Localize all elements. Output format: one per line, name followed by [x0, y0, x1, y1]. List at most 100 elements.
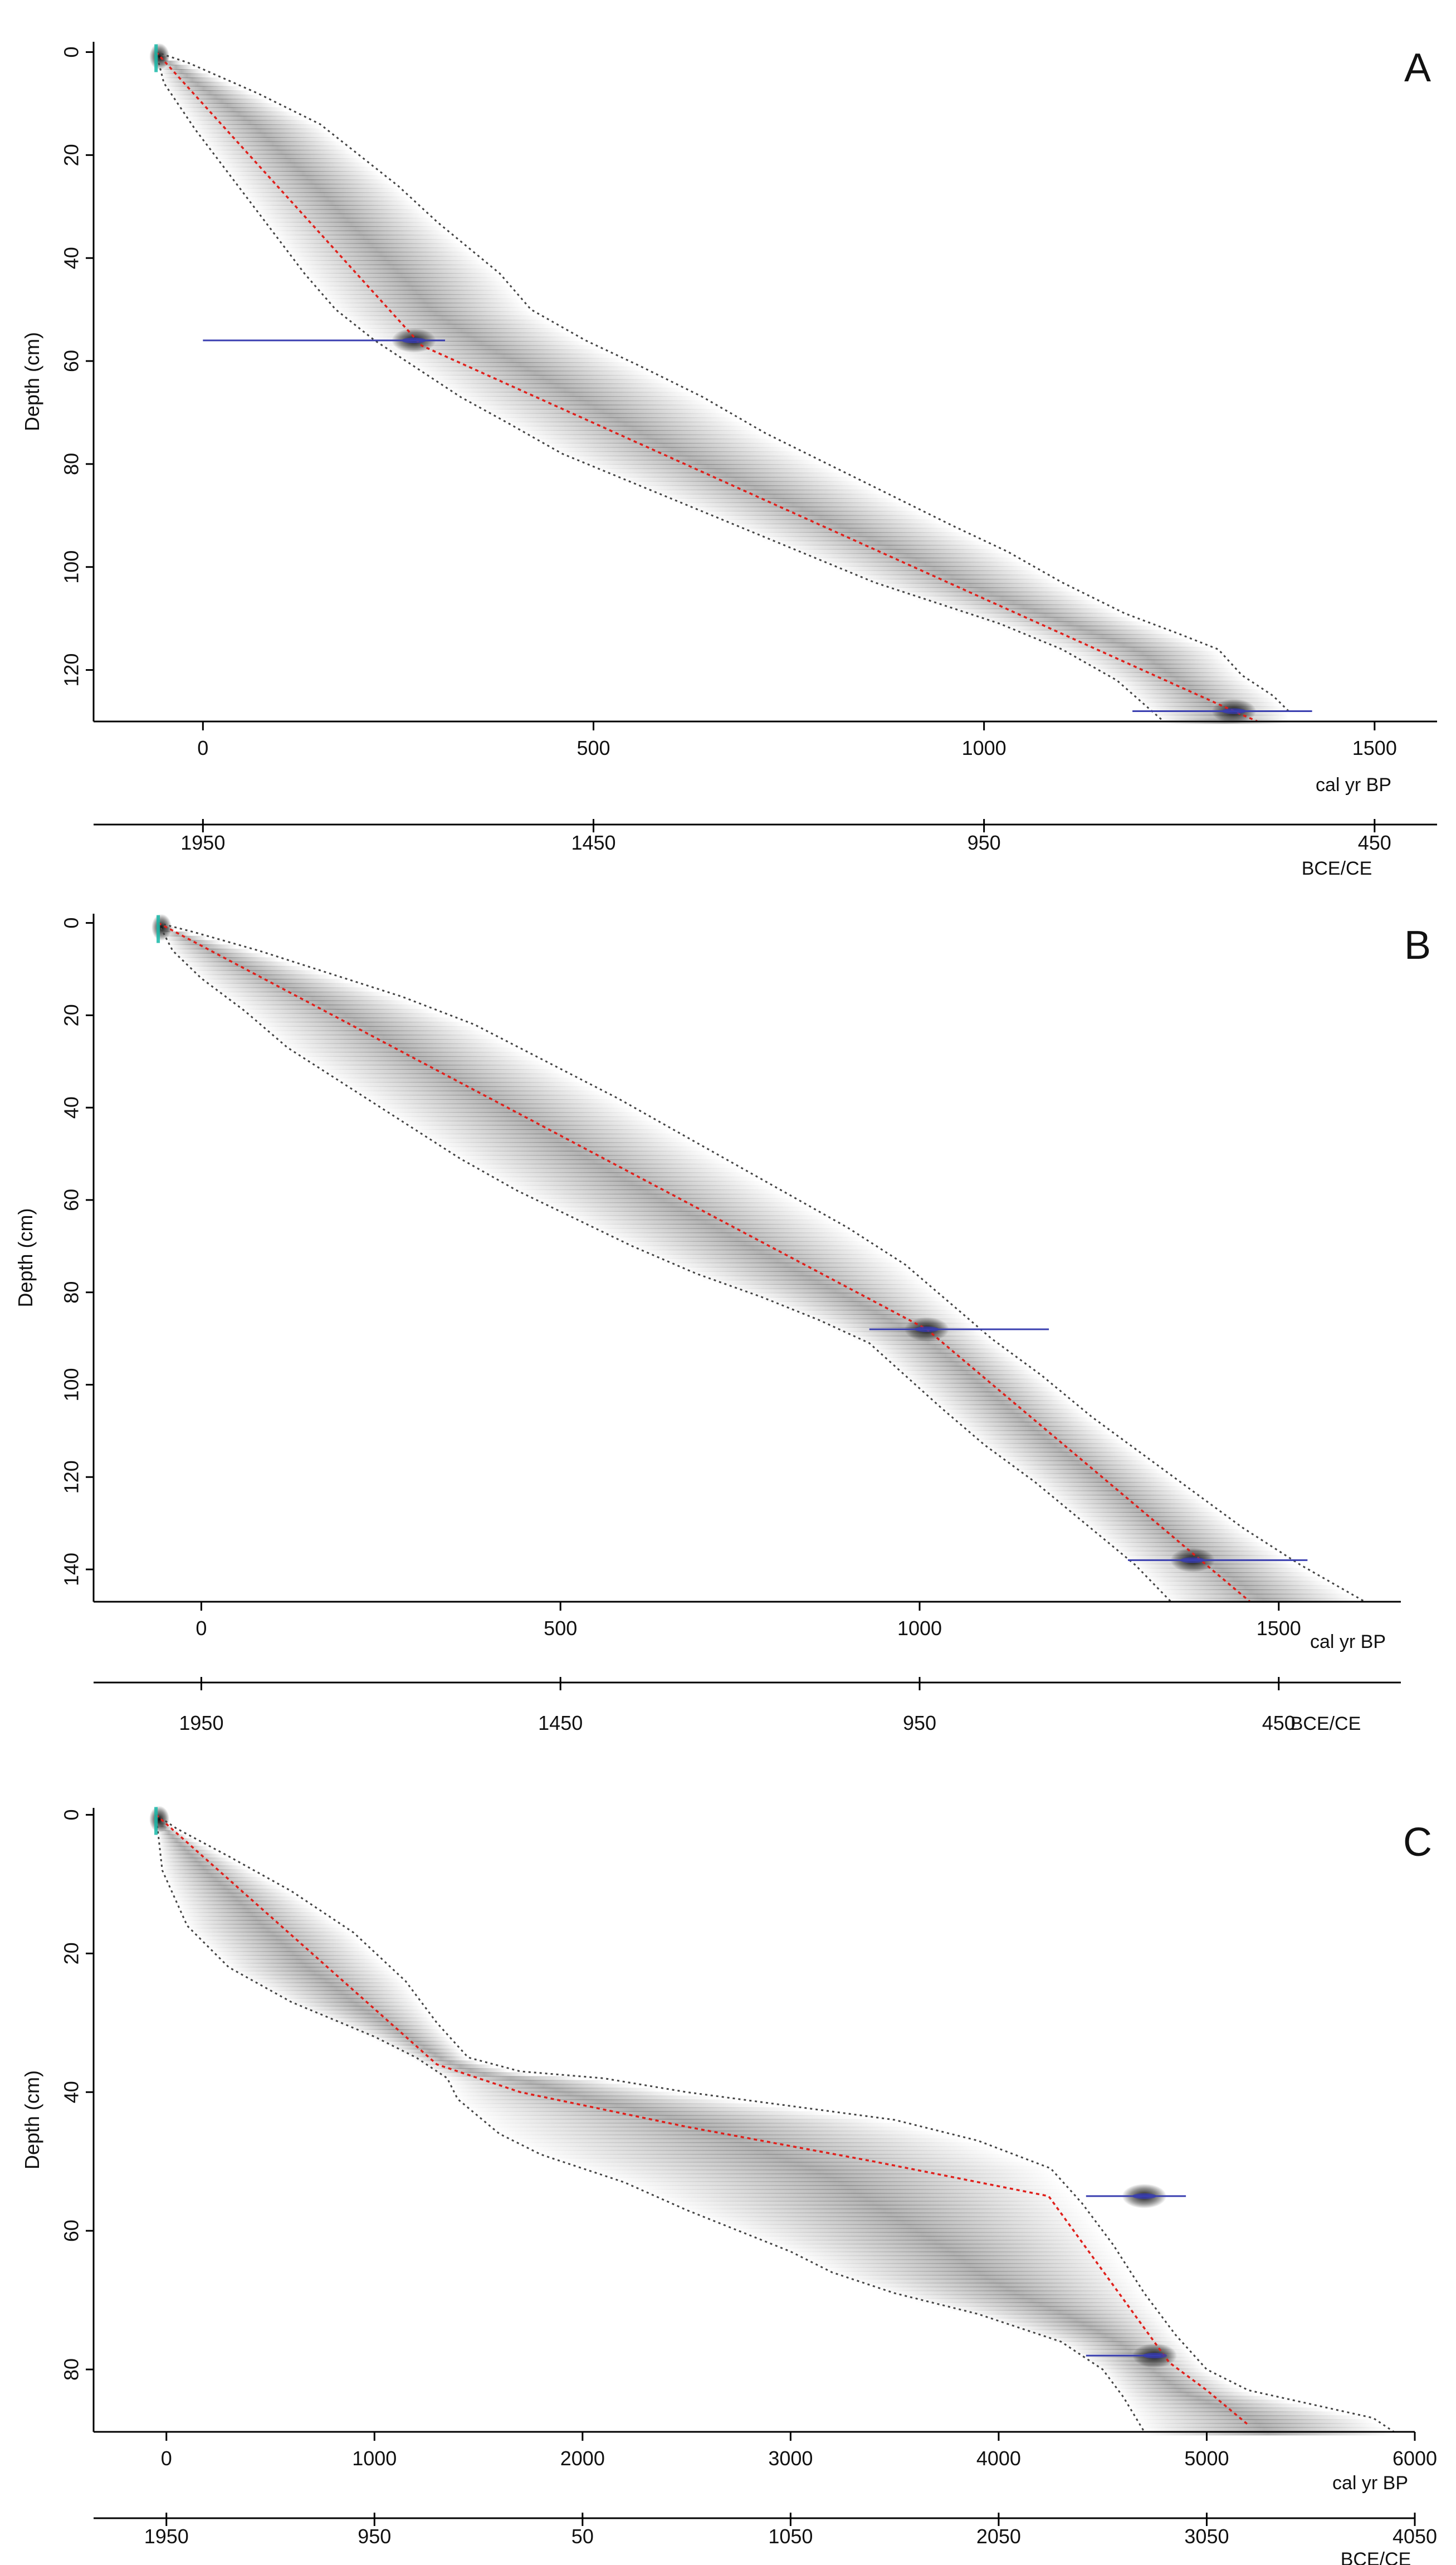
- cloud-strip: [1029, 1477, 1175, 1483]
- cloud-strip: [558, 451, 803, 456]
- cloud-strip: [1141, 2427, 1387, 2432]
- cloud-strip: [885, 1357, 1017, 1362]
- cloud-strip: [683, 2208, 1086, 2213]
- cloud-strip: [333, 306, 529, 312]
- cloud-strip: [742, 528, 957, 533]
- cloud-strip: [175, 1900, 306, 1905]
- x2-axis-unit: BCE/CE: [1291, 1713, 1361, 1734]
- x-tick-label: 6000: [1393, 2447, 1437, 2470]
- cloud-strip: [880, 1353, 1012, 1358]
- y-tick-label: 40: [60, 1096, 83, 1119]
- cloud-strip: [160, 1857, 232, 1862]
- cloud-strip: [401, 1120, 658, 1126]
- cloud-strip: [454, 2091, 684, 2096]
- cloud-strip: [446, 387, 684, 393]
- cloud-strip: [895, 1366, 1029, 1371]
- cloud-strip: [962, 1426, 1105, 1431]
- cloud-strip: [631, 1245, 876, 1251]
- cloud-strip: [1102, 672, 1239, 677]
- cloud-strip: [535, 438, 777, 443]
- cloud-strip: [319, 2013, 431, 2018]
- cloud-strip: [267, 1030, 486, 1036]
- cloud-strip: [1111, 2380, 1229, 2385]
- cloud-strip: [1122, 685, 1257, 690]
- cloud-strip: [574, 2166, 1044, 2171]
- cloud-strip: [577, 1220, 834, 1225]
- cloud-strip: [845, 570, 1041, 576]
- cloud-strip: [1005, 1460, 1151, 1466]
- cloud-strip: [197, 974, 334, 979]
- cloud-strip: [586, 1223, 842, 1229]
- cloud-strip: [474, 404, 716, 409]
- y-tick-label: 60: [60, 1189, 83, 1211]
- surface-date-marker: [154, 1807, 158, 1835]
- cloud-strip: [262, 1026, 478, 1031]
- cloud-strip: [356, 2029, 443, 2034]
- cloud-strip: [586, 2169, 1052, 2174]
- cloud-strip: [374, 1103, 627, 1109]
- cloud-strip: [875, 1348, 1005, 1354]
- cloud-strip: [163, 81, 232, 87]
- cloud-strip: [183, 1916, 329, 1921]
- cloud-strip: [270, 1990, 413, 1995]
- cloud-strip: [551, 2158, 1024, 2163]
- cloud-strip: [160, 69, 203, 74]
- cloud-strip: [500, 1181, 765, 1186]
- x2-axis-unit: BCE/CE: [1341, 2549, 1411, 2565]
- cloud-strip: [354, 324, 557, 329]
- cloud-strip: [641, 1250, 882, 1255]
- cloud-strip: [543, 442, 785, 448]
- cloud-strip: [184, 962, 294, 967]
- cloud-strip: [1004, 625, 1157, 631]
- x-tick-label: 1500: [1352, 737, 1397, 759]
- x-axis-unit: cal yr BP: [1316, 774, 1391, 796]
- cloud-strip: [889, 587, 1072, 592]
- cloud-strip: [485, 1172, 750, 1177]
- cloud-strip: [1144, 2431, 1393, 2436]
- cloud-strip: [994, 1451, 1140, 1457]
- cloud-strip: [207, 145, 348, 150]
- cloud-strip: [741, 2232, 1104, 2237]
- cloud-strip: [1132, 2411, 1344, 2416]
- cloud-strip: [761, 1297, 944, 1302]
- cloud-strip: [188, 965, 307, 971]
- cloud-strip: [1130, 2407, 1327, 2412]
- cloud-strip: [806, 2259, 1123, 2264]
- cloud-strip: [814, 557, 1018, 563]
- x2-tick-label: 50: [571, 2525, 594, 2548]
- cloud-strip: [268, 226, 443, 231]
- cloud-strip: [947, 1413, 1088, 1418]
- cloud-strip: [622, 1241, 869, 1246]
- cloud-strip: [701, 1275, 918, 1281]
- cloud-strip: [1011, 1465, 1157, 1470]
- cloud-strip: [189, 120, 312, 125]
- cloud-strip: [680, 502, 906, 508]
- cloud-strip: [444, 2076, 578, 2081]
- cloud-strip: [1142, 1572, 1313, 1577]
- cloud-strip: [931, 2302, 1151, 2307]
- cloud-strip: [915, 596, 1089, 601]
- cloud-strip: [217, 1955, 378, 1960]
- cloud-strip: [598, 468, 837, 474]
- cloud-strip: [408, 362, 632, 367]
- cloud-strip: [937, 1405, 1077, 1410]
- y-axis-title: Depth (cm): [14, 1208, 37, 1307]
- cloud-strip: [223, 167, 374, 172]
- cloud-strip: [1066, 2345, 1185, 2350]
- cloud-strip: [1045, 1490, 1193, 1496]
- cloud-strip: [1048, 2337, 1178, 2342]
- cloud-strip: [165, 86, 242, 91]
- cloud-strip: [161, 1861, 238, 1866]
- y-tick-label: 60: [60, 350, 83, 372]
- cloud-strip: [231, 1000, 412, 1006]
- x2-tick-label: 1050: [768, 2525, 813, 2548]
- cloud-strip: [712, 2220, 1095, 2225]
- cloud-strip: [162, 1865, 246, 1870]
- cloud-strip: [725, 1284, 929, 1289]
- cloud-strip: [1056, 646, 1212, 652]
- cloud-strip: [524, 1193, 788, 1199]
- cloud-strip: [158, 60, 182, 66]
- cloud-strip: [477, 2115, 859, 2120]
- cloud-strip: [228, 1967, 390, 1972]
- x-tick-label: 500: [576, 737, 610, 759]
